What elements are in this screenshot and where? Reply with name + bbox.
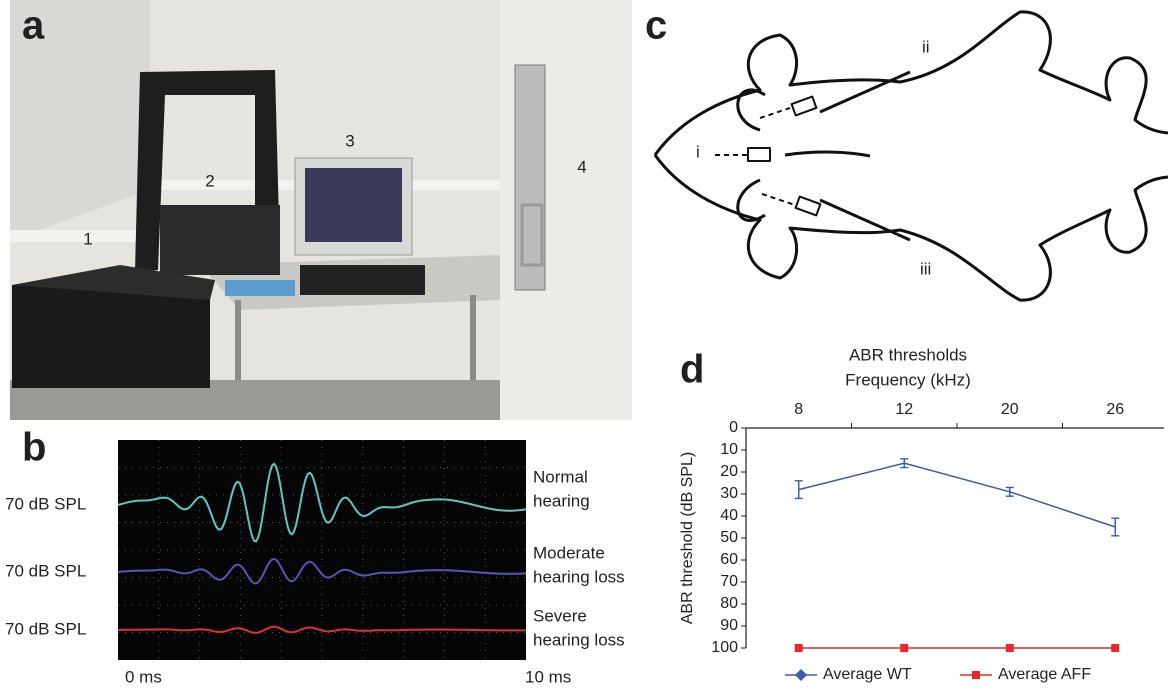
time-label: 0 ms <box>125 667 162 686</box>
level-label: 70 dB SPL <box>5 561 86 580</box>
condition-label: Normal <box>533 467 588 486</box>
chart: ABR thresholds Frequency (kHz) ABR thresho… <box>679 345 1164 683</box>
waveform <box>118 625 527 634</box>
point <box>1005 644 1014 652</box>
legend-marker <box>972 671 980 679</box>
y-tick-label: 30 <box>720 485 738 502</box>
panel-label: a <box>22 4 45 48</box>
legend-marker <box>795 669 807 681</box>
x-tick-label: 12 <box>895 401 913 418</box>
point <box>1111 644 1120 652</box>
condition-label: Moderate <box>533 543 605 562</box>
y-tick-label: 10 <box>720 441 738 458</box>
y-tick-label: 0 <box>729 419 738 436</box>
series-line <box>798 462 1116 528</box>
panel-label: b <box>22 426 46 470</box>
point <box>900 644 909 652</box>
error-bar <box>1111 517 1120 537</box>
time-label: 10 ms <box>525 667 571 686</box>
chart-title: ABR thresholds <box>849 345 967 364</box>
y-tick-label: 90 <box>720 617 738 634</box>
callout: 4 <box>577 157 586 176</box>
y-tick-label: 40 <box>720 507 738 524</box>
mouse-diagram <box>653 10 1168 302</box>
y-tick-label: 100 <box>711 639 738 656</box>
y-tick-label: 70 <box>720 573 738 590</box>
callout: 2 <box>205 171 214 190</box>
condition-label: Severe <box>533 606 587 625</box>
electrode-label: i <box>696 142 700 161</box>
y-tick-label: 50 <box>720 529 738 546</box>
waveform <box>117 557 527 585</box>
x-tick-label: 26 <box>1106 401 1124 418</box>
condition-label: hearing loss <box>533 630 625 649</box>
error-bar <box>794 480 803 500</box>
x-tick-label: 8 <box>794 401 803 418</box>
callout: 3 <box>345 131 354 150</box>
y-tick-label: 20 <box>720 463 738 480</box>
legend-label: Average WT <box>823 666 912 683</box>
y-tick-label: 60 <box>720 551 738 568</box>
legend-label: Average AFF <box>998 666 1091 683</box>
level-label: 70 dB SPL <box>5 494 86 513</box>
error-bar <box>900 458 909 469</box>
condition-label: hearing <box>533 491 590 510</box>
point <box>794 644 803 652</box>
callout: 1 <box>83 229 92 248</box>
y-tick-label: 80 <box>720 595 738 612</box>
panel-label: c <box>645 4 667 48</box>
scope-grid <box>118 440 526 660</box>
panel-label: d <box>680 348 704 392</box>
condition-label: hearing loss <box>533 567 625 586</box>
error-bar <box>1005 486 1014 497</box>
electrode-label: iii <box>920 259 931 278</box>
electrode-label: ii <box>922 37 930 56</box>
waveform <box>117 462 527 543</box>
x-tick-label: 20 <box>1001 401 1019 418</box>
y-axis-title: ABR threshold (dB SPL) <box>679 452 696 625</box>
level-label: 70 dB SPL <box>5 619 86 638</box>
x-axis-title: Frequency (kHz) <box>845 370 971 389</box>
photo <box>10 0 632 420</box>
